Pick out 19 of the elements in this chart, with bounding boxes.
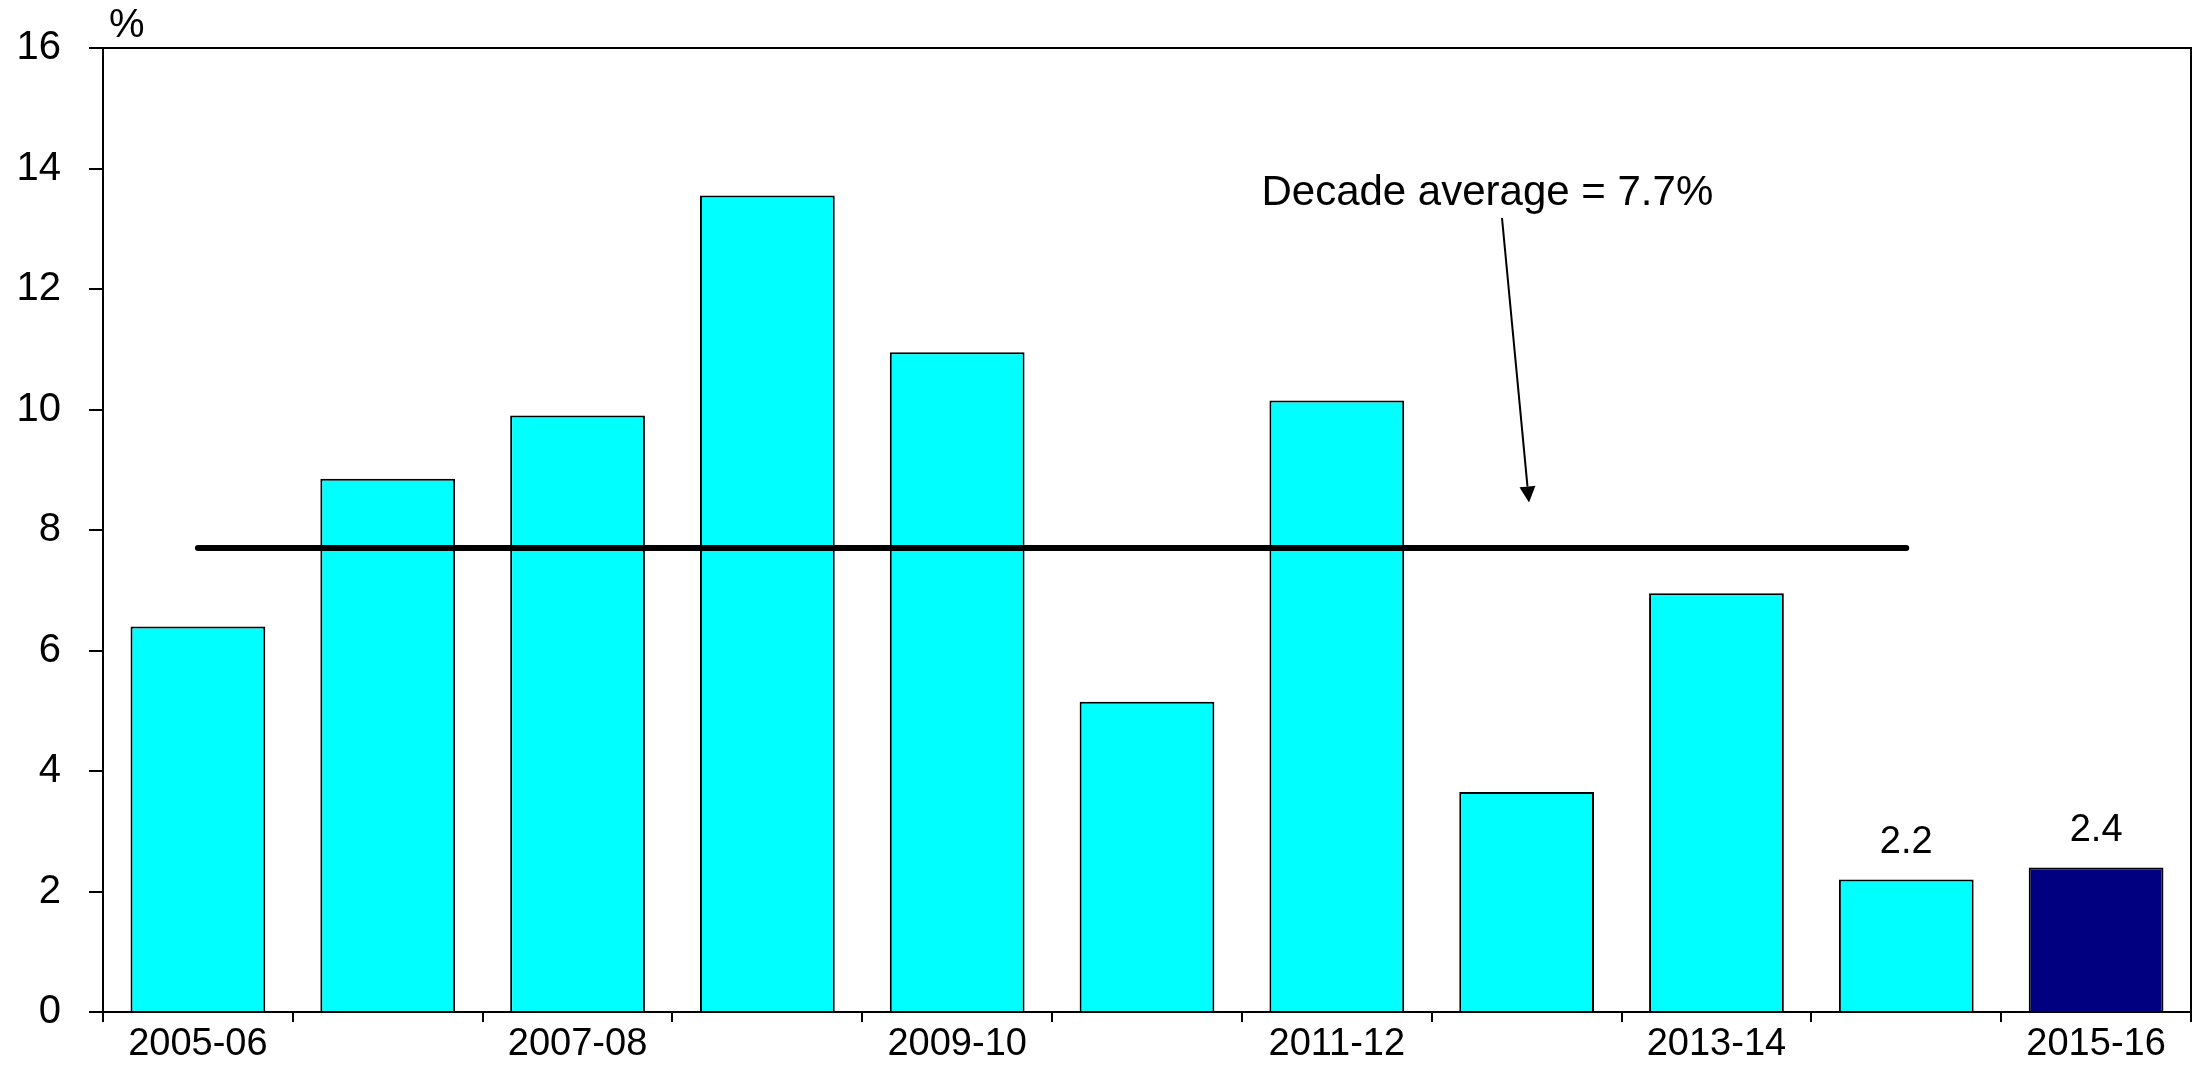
y-tick-label: 12	[16, 264, 61, 309]
y-tick-label: 2	[38, 866, 61, 911]
y-axis-title: %	[109, 1, 145, 46]
y-tick-label: 6	[38, 625, 61, 670]
x-tick-label: 2013-14	[1646, 1021, 1787, 1064]
x-tick-label: 2005-06	[128, 1021, 268, 1064]
y-tick-label: 0	[38, 987, 61, 1032]
y-tick-label: 16	[16, 23, 61, 68]
y-tick-label: 8	[38, 505, 61, 550]
data-label: 2.4	[2069, 806, 2123, 849]
x-tick-label: 2007-08	[507, 1021, 648, 1064]
data-label: 2.2	[1879, 818, 1933, 861]
y-tick-label: 10	[16, 384, 61, 429]
y-tick-label: 14	[16, 143, 61, 188]
x-tick-label: 2015-16	[2026, 1021, 2166, 1064]
ref-line-label: Decade average = 7.7%	[1261, 167, 1714, 215]
x-tick-label: 2009-10	[887, 1021, 1027, 1064]
x-tick-label: 2011-12	[1268, 1021, 1406, 1064]
y-tick-label: 4	[38, 746, 61, 791]
